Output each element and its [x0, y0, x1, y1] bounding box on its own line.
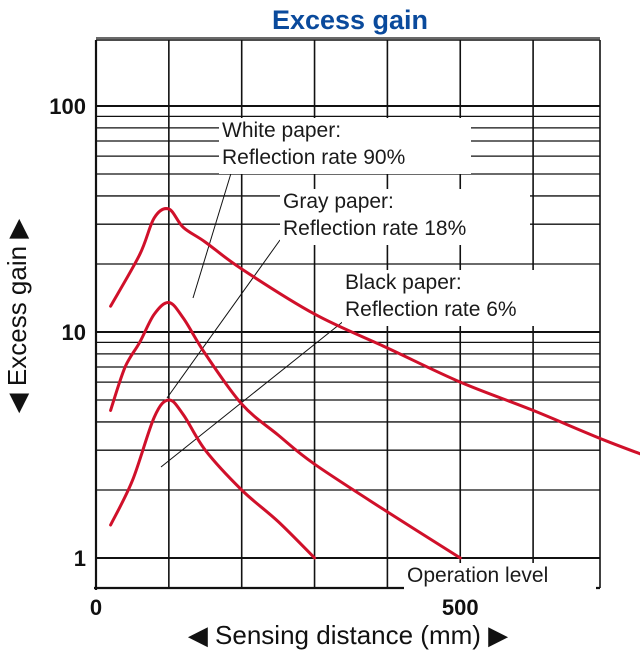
series-annotation-3: Black paper: Reflection rate 6% — [342, 270, 575, 326]
annotation-leader-lines — [160, 169, 346, 468]
operation-level-label: Operation level — [404, 563, 596, 592]
annotation-text: Operation level — [407, 564, 548, 587]
x-tick-label: 0 — [90, 595, 102, 620]
annotation-background — [280, 189, 530, 245]
series-line-1 — [109, 207, 640, 456]
y-tick-label: 10 — [62, 320, 86, 345]
annotation-background — [404, 563, 596, 592]
x-axis-label: ◀ Sensing distance (mm) ▶ — [188, 620, 508, 650]
annotation-text: Reflection rate 6% — [345, 298, 517, 321]
annotation-text: Reflection rate 90% — [222, 146, 405, 169]
leader-line — [192, 169, 233, 299]
annotation-text: Black paper: — [345, 271, 462, 294]
annotation-text: White paper: — [222, 119, 341, 142]
annotation-text: Gray paper: — [283, 190, 394, 213]
series-line-3 — [109, 398, 317, 560]
leader-line — [160, 319, 346, 468]
chart-title: Excess gain — [272, 5, 428, 35]
annotation-text: Reflection rate 18% — [283, 217, 466, 240]
y-tick-label: 100 — [49, 94, 86, 119]
series-line-2 — [109, 300, 462, 560]
data-series — [109, 207, 640, 560]
annotation-background — [342, 270, 575, 326]
leader-line — [166, 239, 281, 399]
y-tick-label: 1 — [74, 546, 86, 571]
x-tick-label: 500 — [442, 595, 479, 620]
annotations: White paper: Reflection rate 90% Gray pape… — [219, 118, 596, 592]
series-annotation-2: Gray paper: Reflection rate 18% — [280, 189, 530, 245]
y-axis-label: ◀ Excess gain ▶ — [2, 219, 32, 414]
axis-ticks: 05001000110100 — [49, 94, 479, 620]
series-annotation-1: White paper: Reflection rate 90% — [219, 118, 471, 174]
annotation-background — [219, 118, 471, 174]
